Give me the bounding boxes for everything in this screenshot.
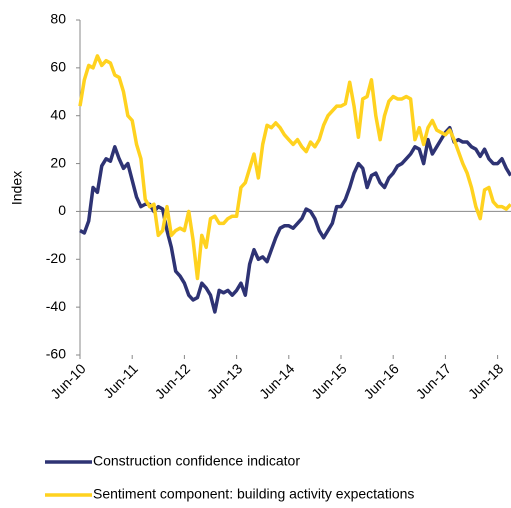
y-tick-label: 20: [50, 154, 66, 170]
y-tick-label: -40: [46, 298, 66, 314]
legend-label: Construction confidence indicator: [93, 453, 300, 469]
y-tick-label: 0: [58, 202, 66, 218]
y-tick-label: 40: [50, 106, 66, 122]
y-tick-label: 60: [50, 59, 66, 75]
y-tick-label: -20: [46, 250, 66, 266]
x-tick-label: Jun-12: [152, 360, 194, 402]
x-tick-label: Jun-14: [256, 360, 298, 402]
x-tick-label: Jun-13: [204, 360, 246, 402]
x-tick-label: Jun-10: [47, 360, 89, 402]
legend-label: Sentiment component: building activity e…: [93, 486, 414, 502]
series-line: [78, 54, 511, 281]
x-tick-label: Jun-18: [465, 360, 507, 402]
x-tick-label: Jun-15: [308, 360, 350, 402]
series-line: [79, 125, 511, 314]
x-tick-label: Jun-17: [413, 360, 455, 402]
y-tick-label: 80: [50, 11, 66, 27]
x-tick-label: Jun-11: [100, 360, 141, 401]
y-tick-label: -60: [46, 346, 66, 362]
x-tick-label: Jun-16: [360, 360, 402, 402]
y-axis-label: Index: [9, 171, 25, 205]
